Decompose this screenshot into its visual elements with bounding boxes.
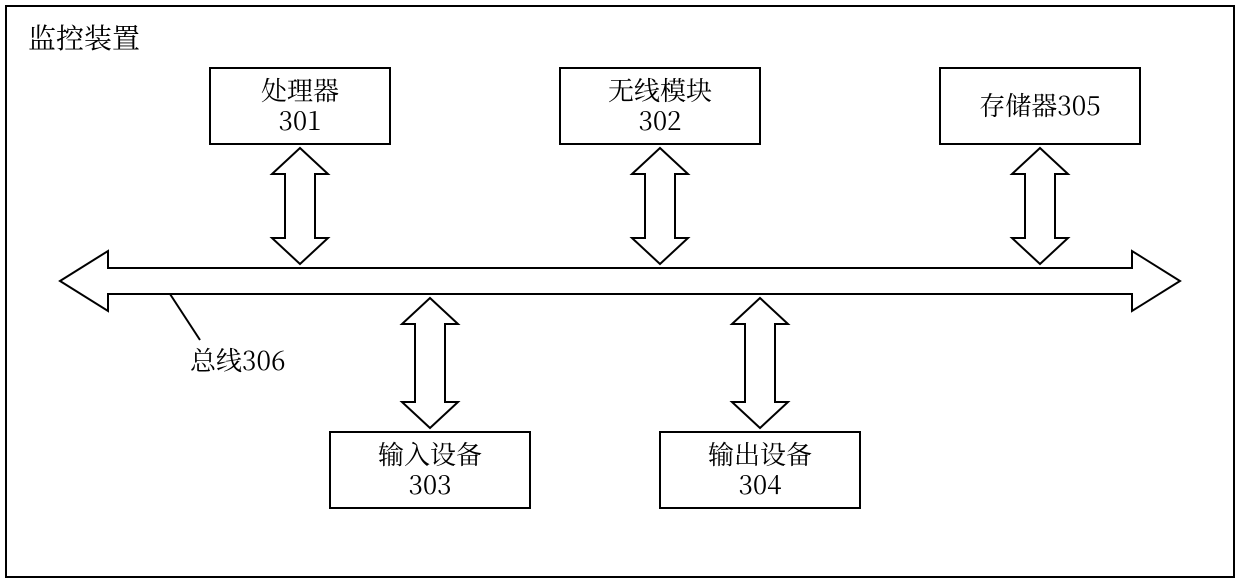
- top-box-wireless-number: 302: [639, 101, 682, 138]
- top-box-memory-name: 存储器305: [979, 86, 1100, 123]
- connector-bottom-input: [402, 298, 458, 428]
- top-box-processor-number: 301: [279, 101, 322, 138]
- device-title: 监控装置: [28, 17, 140, 57]
- connector-top-processor: [272, 148, 328, 264]
- bus-label: 总线306: [190, 341, 285, 378]
- connector-top-wireless: [632, 148, 688, 264]
- bus-callout-line: [170, 294, 200, 340]
- connector-top-memory: [1012, 148, 1068, 264]
- bottom-box-input-number: 303: [409, 465, 452, 502]
- bus-arrow: [60, 251, 1180, 311]
- connector-bottom-output: [732, 298, 788, 428]
- bottom-box-output-number: 304: [739, 465, 782, 502]
